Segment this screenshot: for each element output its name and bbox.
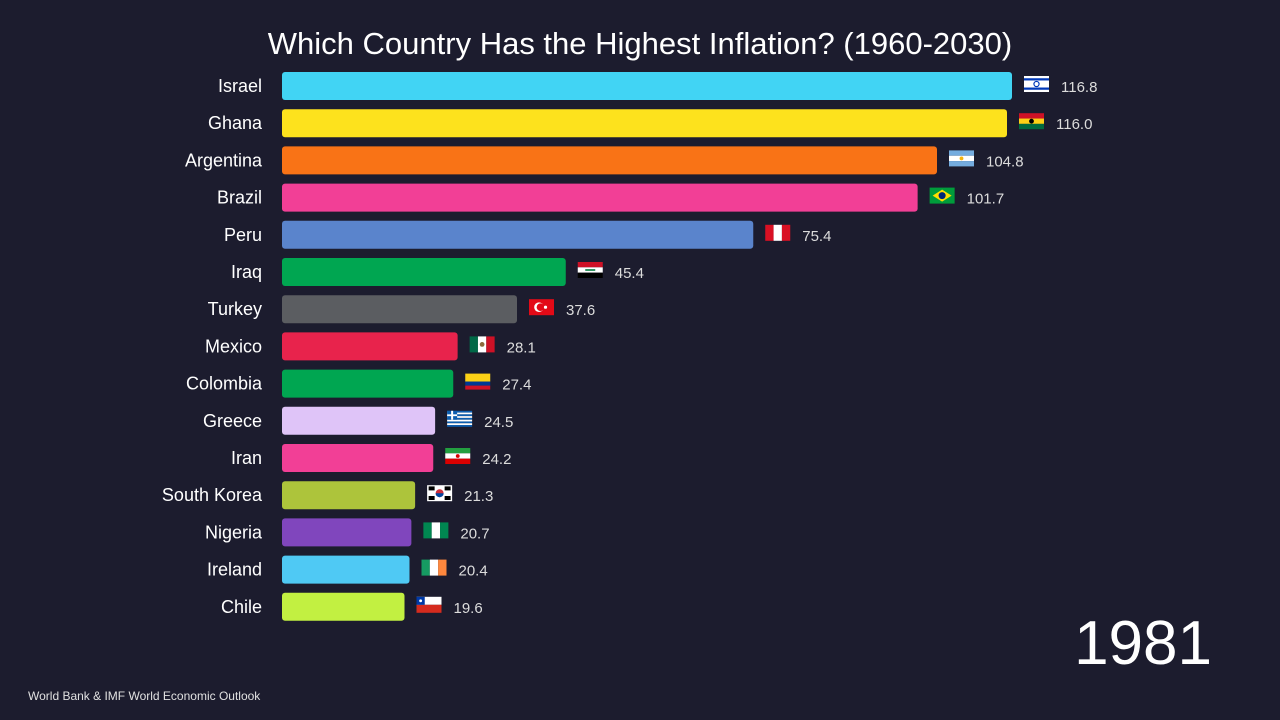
year-label: 1981 bbox=[1074, 609, 1212, 678]
nigeria-flag-icon bbox=[423, 522, 449, 539]
category-label-turkey: Turkey bbox=[208, 299, 262, 319]
value-label-mexico: 28.1 bbox=[507, 339, 536, 356]
value-label-ghana: 116.0 bbox=[1056, 116, 1092, 133]
category-label-colombia: Colombia bbox=[186, 374, 263, 394]
bar-chile bbox=[282, 592, 405, 621]
value-label-greece: 24.5 bbox=[484, 414, 513, 431]
value-label-iran: 24.2 bbox=[482, 451, 511, 468]
category-label-argentina: Argentina bbox=[185, 150, 263, 170]
bar-ghana bbox=[282, 109, 1007, 138]
value-label-chile: 19.6 bbox=[454, 600, 483, 617]
category-label-nigeria: Nigeria bbox=[205, 522, 263, 542]
bar-iraq bbox=[282, 258, 566, 286]
bar-south-korea bbox=[282, 481, 416, 510]
value-label-israel: 116.8 bbox=[1061, 79, 1097, 96]
category-label-iran: Iran bbox=[231, 448, 262, 468]
bar-israel bbox=[282, 72, 1012, 100]
value-label-argentina: 104.8 bbox=[986, 153, 1024, 170]
argentina-flag-icon bbox=[949, 150, 974, 167]
bar-mexico bbox=[282, 332, 458, 361]
category-label-ireland: Ireland bbox=[207, 560, 262, 580]
ghana-flag-icon bbox=[1019, 113, 1044, 130]
category-label-chile: Chile bbox=[221, 597, 262, 617]
category-label-south-korea: South Korea bbox=[162, 485, 263, 505]
greece-flag-icon bbox=[447, 410, 473, 427]
value-label-ireland: 20.4 bbox=[459, 563, 488, 580]
colombia-flag-icon bbox=[465, 373, 491, 390]
category-label-israel: Israel bbox=[218, 76, 262, 96]
bar-ireland bbox=[282, 555, 410, 584]
category-label-peru: Peru bbox=[224, 225, 262, 245]
category-label-brazil: Brazil bbox=[217, 188, 262, 208]
turkey-flag-icon bbox=[529, 299, 554, 316]
mexico-flag-icon bbox=[469, 336, 495, 353]
category-label-iraq: Iraq bbox=[231, 262, 262, 282]
bar-greece bbox=[282, 406, 436, 435]
israel-flag-icon bbox=[1024, 76, 1049, 92]
category-label-greece: Greece bbox=[203, 411, 262, 431]
peru-flag-icon bbox=[765, 224, 791, 241]
bar-nigeria bbox=[282, 518, 412, 547]
category-label-ghana: Ghana bbox=[208, 113, 263, 133]
value-label-nigeria: 20.7 bbox=[460, 525, 489, 542]
bar-argentina bbox=[282, 146, 937, 175]
ireland-flag-icon bbox=[421, 559, 447, 576]
south-korea-flag-icon bbox=[427, 485, 453, 502]
iraq-flag-icon bbox=[577, 262, 603, 278]
chile-flag-icon bbox=[416, 596, 442, 613]
bar-turkey bbox=[282, 295, 517, 324]
value-label-peru: 75.4 bbox=[802, 228, 831, 245]
value-label-brazil: 101.7 bbox=[967, 191, 1005, 208]
brazil-flag-icon bbox=[929, 187, 955, 204]
bar-iran bbox=[282, 444, 434, 472]
bar-colombia bbox=[282, 369, 454, 398]
value-label-south-korea: 21.3 bbox=[464, 488, 493, 505]
bar-peru bbox=[282, 220, 754, 249]
iran-flag-icon bbox=[445, 448, 471, 464]
value-label-colombia: 27.4 bbox=[502, 377, 531, 394]
value-label-iraq: 45.4 bbox=[615, 265, 644, 282]
chart-title: Which Country Has the Highest Inflation?… bbox=[267, 26, 1013, 61]
bar-brazil bbox=[282, 183, 918, 212]
value-label-turkey: 37.6 bbox=[566, 302, 595, 319]
category-label-mexico: Mexico bbox=[205, 336, 262, 356]
source-label: World Bank & IMF World Economic Outlook bbox=[28, 689, 261, 703]
